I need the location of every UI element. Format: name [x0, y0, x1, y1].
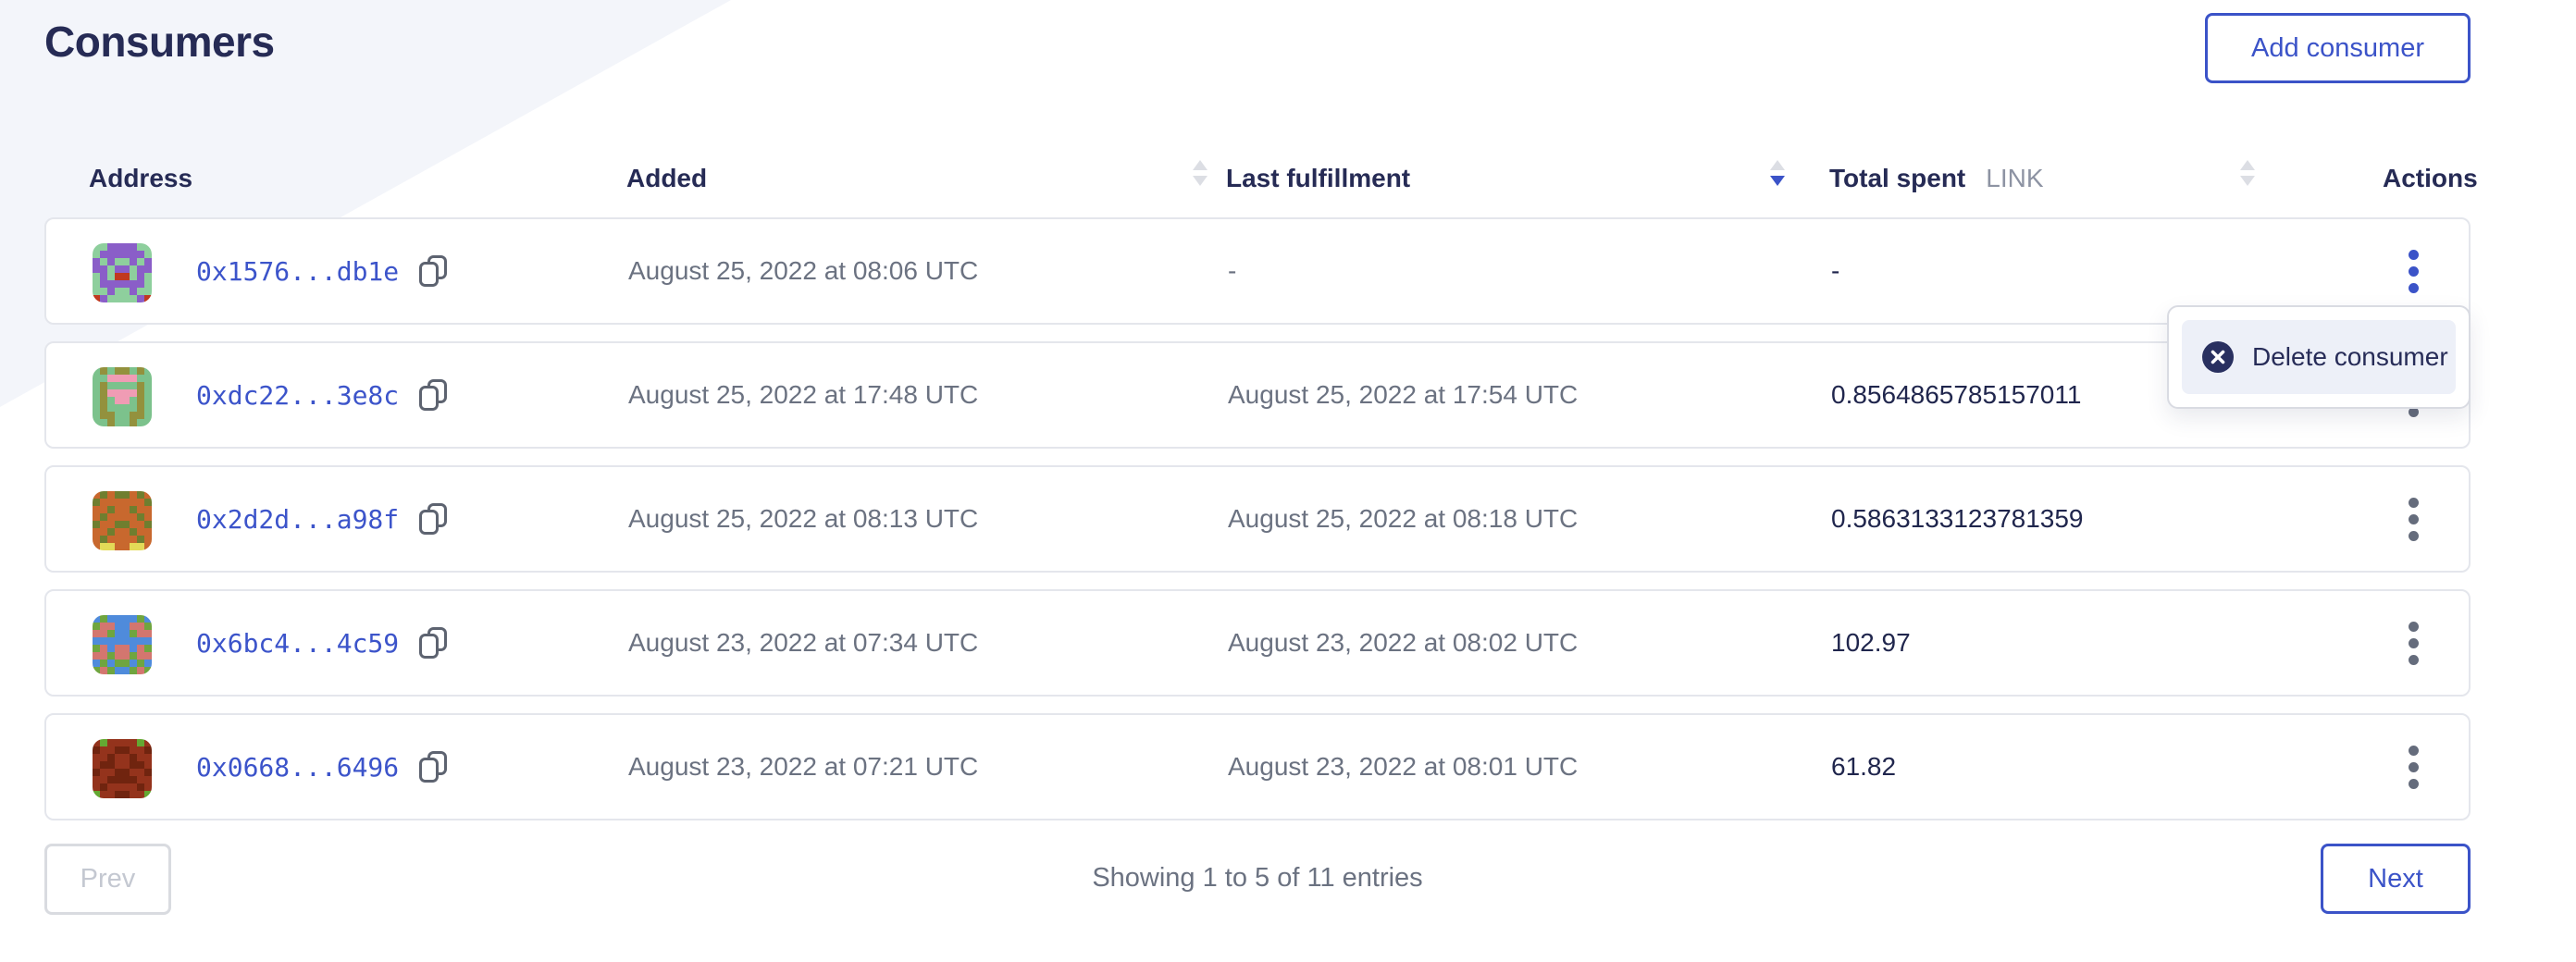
column-header-added[interactable]: Added	[626, 164, 708, 192]
delete-consumer-menu-item[interactable]: Delete consumer	[2182, 320, 2456, 394]
next-page-button[interactable]: Next	[2321, 844, 2471, 914]
copy-address-icon[interactable]	[417, 749, 449, 784]
last-fulfillment-cell: August 23, 2022 at 08:01 UTC	[1228, 752, 1579, 781]
consumers-page: Consumers Add consumer Address Added Las…	[44, 0, 2478, 962]
copy-address-icon[interactable]	[417, 253, 449, 289]
address-link[interactable]: 0x6bc4...4c59	[196, 627, 400, 659]
copy-address-icon[interactable]	[417, 625, 449, 660]
address-identicon	[93, 739, 152, 798]
row-actions-menu-button[interactable]	[2387, 467, 2439, 571]
prev-page-button[interactable]: Prev	[44, 844, 171, 915]
added-cell: August 23, 2022 at 07:21 UTC	[628, 752, 979, 781]
copy-address-icon[interactable]	[417, 501, 449, 536]
last-fulfillment-cell: August 23, 2022 at 08:02 UTC	[1228, 628, 1579, 657]
total-spent-cell: 61.82	[1831, 752, 1897, 781]
address-link[interactable]: 0x0668...6496	[196, 751, 400, 783]
sort-last-fulfillment-control[interactable]	[1765, 160, 1790, 197]
table-row: 0x1576...db1e August 25, 2022 at 08:06 U…	[44, 217, 2471, 325]
total-spent-label: Total spent	[1829, 164, 1966, 192]
address-identicon	[93, 491, 152, 550]
pagination: Prev Showing 1 to 5 of 11 entries Next	[44, 844, 2471, 916]
row-actions-menu-button[interactable]	[2387, 591, 2439, 695]
row-context-menu: Delete consumer	[2167, 305, 2471, 409]
table-row: 0x0668...6496 August 23, 2022 at 07:21 U…	[44, 713, 2471, 820]
added-cell: August 25, 2022 at 17:48 UTC	[628, 380, 979, 409]
address-identicon	[93, 367, 152, 426]
row-actions-menu-button[interactable]	[2387, 715, 2439, 819]
total-spent-cell: 0.8564865785157011	[1831, 380, 2082, 409]
page-title: Consumers	[44, 18, 275, 66]
total-spent-cell: 102.97	[1831, 628, 1911, 657]
column-header-last-fulfillment[interactable]: Last fulfillment	[1226, 164, 1411, 192]
row-actions-menu-button[interactable]	[2387, 219, 2439, 323]
table-header: Address Added Last fulfillment Total spe…	[44, 148, 2478, 209]
last-fulfillment-cell: -	[1228, 256, 1237, 285]
address-link[interactable]: 0xdc22...3e8c	[196, 379, 400, 411]
link-unit-label: LINK	[1986, 164, 2044, 192]
column-header-address[interactable]: Address	[89, 164, 193, 192]
total-spent-cell: 0.5863133123781359	[1831, 504, 2084, 533]
table-row: 0x2d2d...a98f August 25, 2022 at 08:13 U…	[44, 465, 2471, 573]
sort-total-spent-control[interactable]	[2235, 160, 2260, 197]
added-cell: August 23, 2022 at 07:34 UTC	[628, 628, 979, 657]
table-row: 0xdc22...3e8c August 25, 2022 at 17:48 U…	[44, 341, 2471, 449]
sort-added-control[interactable]	[1188, 160, 1212, 197]
added-cell: August 25, 2022 at 08:13 UTC	[628, 504, 979, 533]
last-fulfillment-cell: August 25, 2022 at 17:54 UTC	[1228, 380, 1579, 409]
copy-address-icon[interactable]	[417, 377, 449, 413]
last-fulfillment-cell: August 25, 2022 at 08:18 UTC	[1228, 504, 1579, 533]
total-spent-cell: -	[1831, 256, 1840, 285]
pagination-summary: Showing 1 to 5 of 11 entries	[1092, 863, 1423, 893]
delete-consumer-label: Delete consumer	[2252, 342, 2448, 371]
address-identicon	[93, 243, 152, 302]
address-identicon	[93, 615, 152, 674]
delete-x-icon	[2202, 341, 2234, 373]
column-header-total-spent[interactable]: Total spent LINK	[1829, 148, 2044, 209]
address-link[interactable]: 0x1576...db1e	[196, 255, 400, 287]
add-consumer-button[interactable]: Add consumer	[2205, 13, 2471, 83]
added-cell: August 25, 2022 at 08:06 UTC	[628, 256, 979, 285]
column-header-actions: Actions	[2383, 164, 2478, 192]
address-link[interactable]: 0x2d2d...a98f	[196, 503, 400, 535]
table-row: 0x6bc4...4c59 August 23, 2022 at 07:34 U…	[44, 589, 2471, 697]
